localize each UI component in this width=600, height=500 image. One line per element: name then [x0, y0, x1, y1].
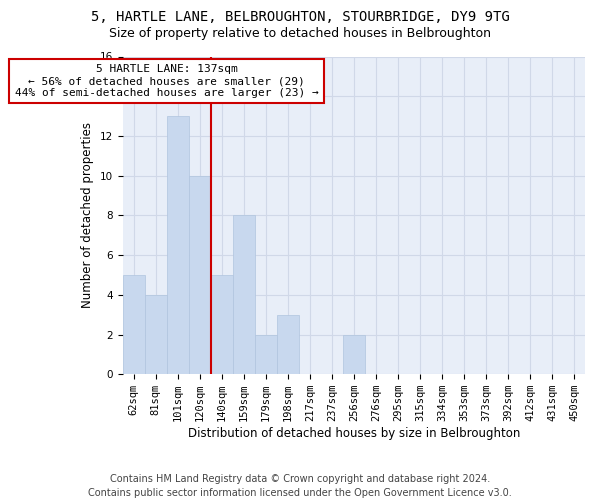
Text: 5 HARTLE LANE: 137sqm
← 56% of detached houses are smaller (29)
44% of semi-deta: 5 HARTLE LANE: 137sqm ← 56% of detached …	[15, 64, 319, 98]
X-axis label: Distribution of detached houses by size in Belbroughton: Distribution of detached houses by size …	[188, 427, 520, 440]
Y-axis label: Number of detached properties: Number of detached properties	[81, 122, 94, 308]
Bar	[255, 334, 277, 374]
Bar	[211, 275, 233, 374]
Bar	[188, 176, 211, 374]
Bar	[167, 116, 188, 374]
Bar	[277, 314, 299, 374]
Text: Contains HM Land Registry data © Crown copyright and database right 2024.
Contai: Contains HM Land Registry data © Crown c…	[88, 474, 512, 498]
Bar	[122, 275, 145, 374]
Bar	[343, 334, 365, 374]
Text: Size of property relative to detached houses in Belbroughton: Size of property relative to detached ho…	[109, 28, 491, 40]
Bar	[233, 216, 255, 374]
Text: 5, HARTLE LANE, BELBROUGHTON, STOURBRIDGE, DY9 9TG: 5, HARTLE LANE, BELBROUGHTON, STOURBRIDG…	[91, 10, 509, 24]
Bar	[145, 295, 167, 374]
